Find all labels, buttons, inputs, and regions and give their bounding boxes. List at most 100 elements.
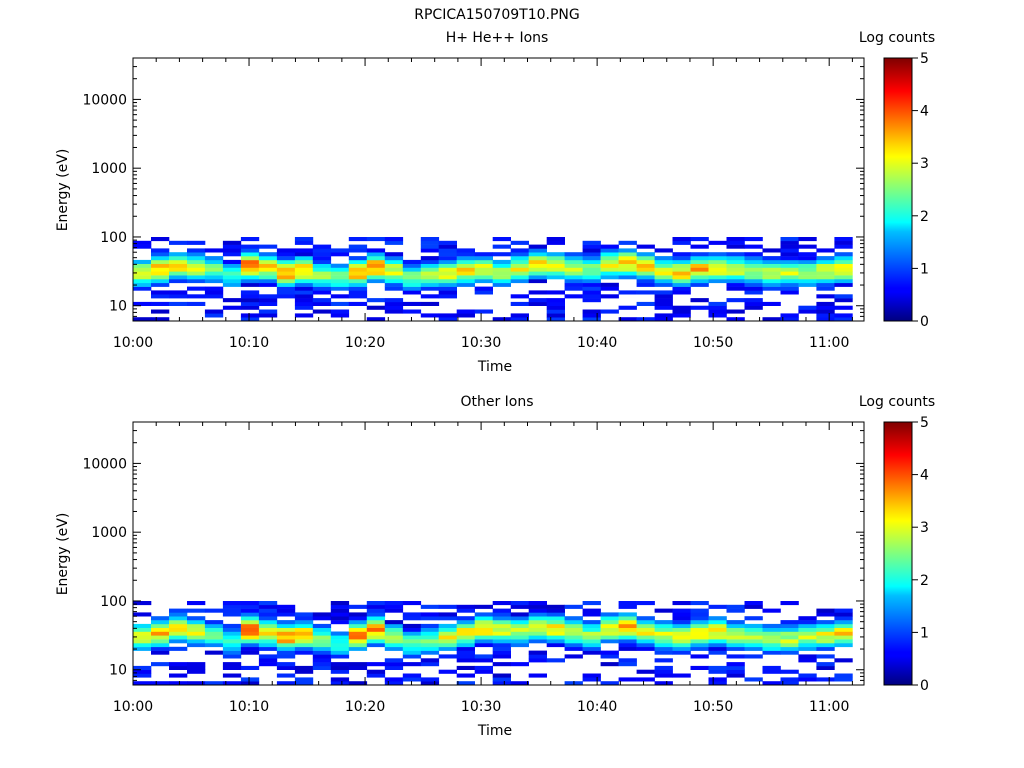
spectrogram-cell xyxy=(384,627,404,632)
spectrogram-cell xyxy=(798,305,817,310)
spectrogram-cell xyxy=(438,259,457,264)
spectrogram-cell xyxy=(672,639,691,644)
spectrogram-cell xyxy=(276,294,296,299)
spectrogram-cell xyxy=(618,256,637,261)
spectrogram-cell xyxy=(834,282,853,287)
spectrogram-cell xyxy=(330,608,350,613)
spectrogram-cell xyxy=(151,620,170,625)
spectrogram-cell xyxy=(240,665,260,670)
spectrogram-cell xyxy=(366,616,386,621)
spectrogram-cell xyxy=(492,263,511,268)
spectrogram-cell xyxy=(348,294,368,299)
spectrogram-cell xyxy=(834,658,853,663)
spectrogram-cell xyxy=(330,654,350,659)
spectrogram-cell xyxy=(420,240,440,245)
spectrogram-cell xyxy=(582,244,601,249)
spectrogram-cell xyxy=(169,612,188,617)
spectrogram-cell xyxy=(456,627,475,632)
spectrogram-cell xyxy=(384,279,404,284)
spectrogram-cell xyxy=(492,275,511,280)
spectrogram-cell xyxy=(618,643,637,648)
spectrogram-cell xyxy=(726,282,745,287)
spectrogram-cell xyxy=(456,313,475,318)
spectrogram-cell xyxy=(402,275,422,280)
spectrogram-cell xyxy=(492,654,511,659)
spectrogram-cell xyxy=(276,256,296,261)
spectrogram-cell xyxy=(672,275,691,280)
spectrogram-cell xyxy=(348,263,368,268)
y-tick-label: 100 xyxy=(100,594,127,610)
spectrogram-cell xyxy=(654,620,673,625)
spectrogram-cell xyxy=(312,259,332,264)
spectrogram-cell xyxy=(258,263,278,268)
spectrogram-cell xyxy=(834,612,853,617)
spectrogram-cell xyxy=(834,673,853,678)
spectrogram-cell xyxy=(654,263,673,268)
spectrogram-cell xyxy=(834,616,853,621)
spectrogram-cell xyxy=(582,608,601,613)
spectrogram-cell xyxy=(474,627,493,632)
spectrogram-cell xyxy=(366,604,386,609)
spectrogram-cell xyxy=(456,616,475,621)
spectrogram-cell xyxy=(834,627,853,632)
spectrogram-cell xyxy=(744,286,763,291)
spectrogram-cell xyxy=(366,317,386,322)
spectrogram-cell xyxy=(420,623,440,628)
spectrogram-cell xyxy=(348,275,368,280)
spectrogram-cell xyxy=(528,301,547,306)
spectrogram-cell xyxy=(708,620,727,625)
spectrogram-cell xyxy=(672,313,691,318)
spectrogram-cell xyxy=(330,620,350,625)
spectrogram-cell xyxy=(618,604,637,609)
spectrogram-cell xyxy=(654,256,673,261)
spectrogram-cell xyxy=(420,301,440,306)
spectrogram-cell xyxy=(798,259,817,264)
spectrogram-cell xyxy=(798,271,817,276)
spectrogram-cell xyxy=(492,677,511,682)
x-tick-label: 10:20 xyxy=(345,699,385,715)
spectrogram-cell xyxy=(133,673,152,678)
spectrogram-cell xyxy=(492,271,511,276)
spectrogram-cell xyxy=(420,604,440,609)
spectrogram-cell xyxy=(618,275,637,280)
spectrogram-cell xyxy=(780,286,799,291)
spectrogram-cell xyxy=(240,650,260,655)
spectrogram-cell xyxy=(690,654,709,659)
spectrogram-cell xyxy=(348,643,368,648)
spectrogram-cell xyxy=(762,650,781,655)
spectrogram-cell xyxy=(654,669,673,674)
spectrogram-cell xyxy=(492,601,511,606)
spectrogram-cell xyxy=(330,677,350,682)
spectrogram-cell xyxy=(258,301,278,306)
spectrogram-cell xyxy=(169,240,188,245)
spectrogram-cell xyxy=(169,267,188,272)
spectrogram-cell xyxy=(240,279,260,284)
spectrogram-cell xyxy=(222,681,242,686)
spectrogram-cell xyxy=(384,256,404,261)
spectrogram-cell xyxy=(744,301,763,306)
spectrogram-cell xyxy=(474,643,493,648)
spectrogram-cell xyxy=(582,279,601,284)
spectrogram-cell xyxy=(636,279,655,284)
spectrogram-cell xyxy=(402,654,422,659)
spectrogram-cell xyxy=(204,259,224,264)
spectrogram-cell xyxy=(240,248,260,253)
spectrogram-cell xyxy=(528,279,547,284)
spectrogram-cell xyxy=(240,643,260,648)
spectrogram-cell xyxy=(384,298,404,303)
spectrogram-cell xyxy=(222,631,242,636)
spectrogram-cell xyxy=(420,616,440,621)
colorbar-tick-label: 0 xyxy=(920,314,929,330)
spectrogram-cell xyxy=(276,279,296,284)
spectrogram-cell xyxy=(564,616,583,621)
spectrogram-cell xyxy=(240,681,260,686)
spectrogram-cell xyxy=(169,259,188,264)
spectrogram-cell xyxy=(330,612,350,617)
spectrogram-cell xyxy=(366,631,386,636)
spectrogram-cell xyxy=(169,256,188,261)
spectrogram-cell xyxy=(169,673,188,678)
spectrogram-cell xyxy=(187,643,206,648)
spectrogram-cell xyxy=(222,623,242,628)
spectrogram-cell xyxy=(816,286,835,291)
spectrogram-cell xyxy=(276,286,296,291)
